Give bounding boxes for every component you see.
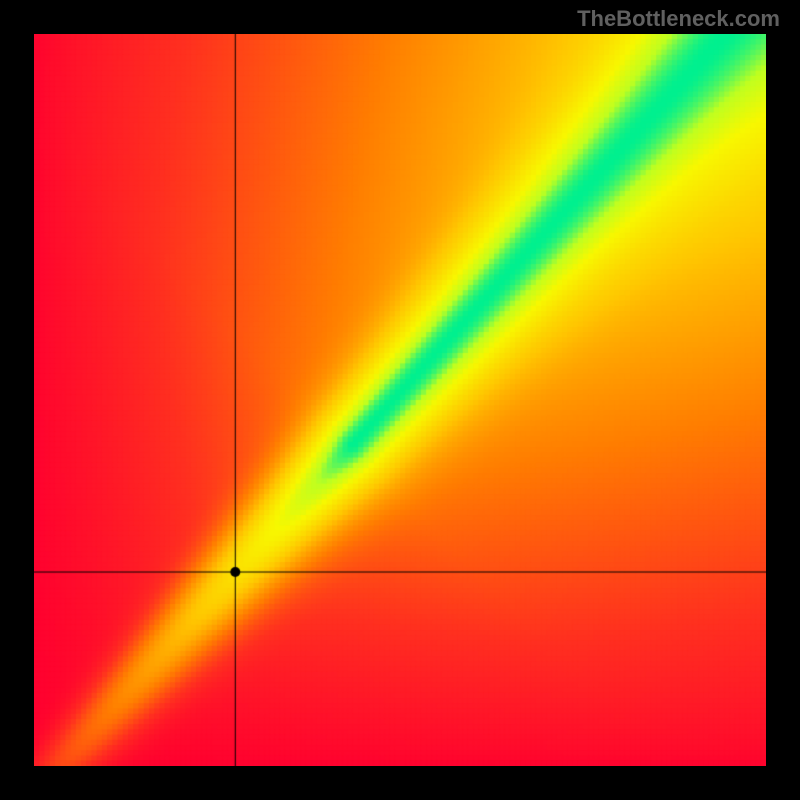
chart-frame: TheBottleneck.com <box>0 0 800 800</box>
heatmap-canvas <box>34 34 766 766</box>
watermark-text: TheBottleneck.com <box>577 6 780 32</box>
heatmap-plot <box>34 34 766 766</box>
